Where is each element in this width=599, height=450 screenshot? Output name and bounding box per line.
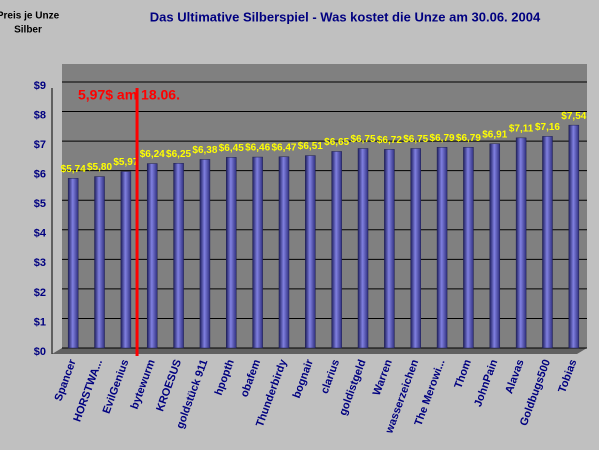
value-label: $7,11	[509, 124, 534, 135]
bar	[357, 148, 369, 349]
bar	[94, 176, 105, 349]
y-tick-label: $3	[34, 257, 46, 269]
value-label: $7,54	[561, 111, 586, 122]
value-label: $6,47	[271, 142, 296, 153]
value-label: $6,24	[140, 149, 165, 160]
value-label: $5,74	[61, 164, 86, 175]
bar	[515, 137, 527, 349]
annotation: 5,97$ am 18.06.	[78, 87, 180, 103]
bar	[199, 159, 211, 349]
plot-area	[62, 64, 587, 348]
y-tick-label: $6	[34, 169, 46, 181]
value-label: $5,97	[113, 157, 138, 168]
y-tick-label: $4	[34, 228, 47, 240]
bar	[489, 143, 501, 349]
value-label: $6,25	[166, 149, 191, 160]
y-axis-label: Preis je Unze	[0, 11, 60, 22]
value-label: $6,38	[192, 145, 217, 156]
bar	[226, 157, 237, 349]
value-label: $6,51	[298, 141, 323, 152]
y-tick-label: $8	[34, 109, 46, 121]
value-label: $6,75	[351, 134, 376, 145]
chart-title: Das Ultimative Silberspiel - Was kostet …	[150, 9, 541, 24]
value-label: $6,72	[377, 135, 402, 146]
value-label: $6,65	[324, 137, 349, 148]
value-label: $6,91	[482, 129, 507, 140]
y-tick-label: $5	[34, 198, 46, 210]
plot-floor	[52, 348, 587, 354]
bar	[146, 163, 158, 349]
value-label: $5,80	[87, 162, 112, 173]
bar	[305, 155, 316, 349]
bar	[120, 171, 132, 349]
bar	[331, 151, 342, 349]
bar	[278, 156, 290, 349]
value-label: $6,45	[219, 143, 244, 154]
value-label: $7,16	[535, 122, 560, 133]
bar	[463, 147, 474, 349]
value-label: $6,79	[430, 133, 455, 144]
bar	[384, 149, 395, 349]
bar	[436, 147, 448, 349]
bar	[542, 136, 553, 349]
y-tick-label: $0	[34, 346, 46, 358]
bar	[252, 156, 263, 349]
value-label: $6,79	[456, 133, 481, 144]
bar	[568, 124, 580, 349]
y-tick-label: $1	[34, 316, 46, 328]
y-tick-label: $7	[34, 139, 46, 151]
bar	[410, 148, 421, 349]
y-tick-label: $9	[34, 80, 46, 92]
value-label: $6,46	[245, 143, 270, 154]
bar	[67, 178, 79, 349]
value-label: $6,75	[403, 134, 428, 145]
y-tick-label: $2	[34, 287, 46, 299]
bar	[173, 163, 184, 349]
y-axis-label: Silber	[14, 25, 42, 36]
